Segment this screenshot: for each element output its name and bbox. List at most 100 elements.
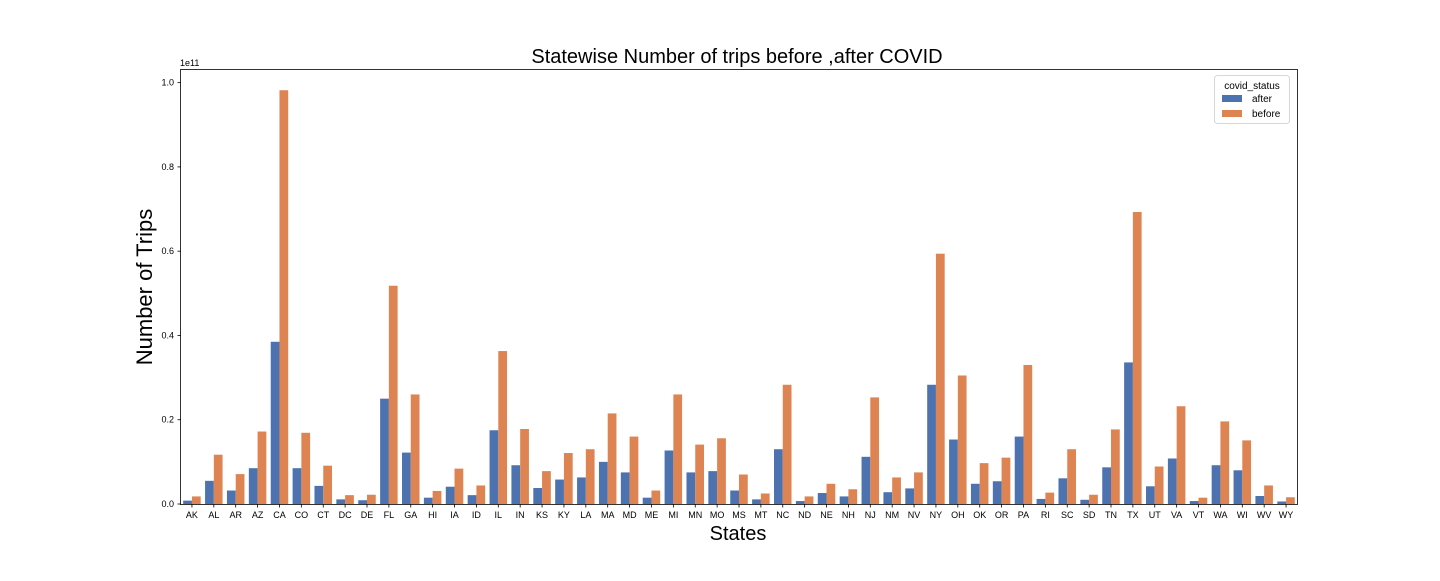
bar-before-NH [848, 489, 858, 504]
bar-before-KY [563, 453, 573, 504]
bar-after-RI [1036, 498, 1046, 504]
legend-swatch-after [1222, 95, 1242, 102]
bar-after-HI [423, 497, 433, 504]
bar-before-MD [629, 436, 639, 504]
x-tick-label: WA [1213, 510, 1227, 520]
bar-after-MO [708, 471, 718, 504]
bar-after-WA [1211, 465, 1221, 504]
legend-swatch-before [1222, 110, 1242, 117]
chart-title: Statewise Number of trips before ,after … [531, 46, 942, 68]
bar-before-WI [1242, 440, 1252, 504]
x-tick-label: TN [1105, 510, 1117, 520]
x-tick-label: HI [428, 510, 437, 520]
bar-before-MS [739, 474, 748, 504]
bar-before-MO [717, 438, 726, 504]
x-tick-label: MA [601, 510, 615, 520]
x-tick-label: WY [1279, 510, 1294, 520]
bar-before-FL [388, 285, 398, 504]
bar-before-DE [367, 494, 376, 504]
bar-after-MI [664, 450, 674, 504]
bar-after-MN [686, 472, 696, 504]
bar-before-NC [782, 384, 792, 504]
bar-before-WY [1286, 497, 1295, 504]
bar-after-KY [555, 479, 564, 504]
bar-before-NE [826, 483, 836, 504]
bar-after-DE [358, 500, 367, 504]
bar-after-LA [577, 477, 586, 504]
x-axis-label: States [710, 523, 767, 545]
bar-after-TN [1102, 467, 1111, 504]
bar-before-MI [673, 394, 683, 504]
x-tick-label: AK [186, 510, 198, 520]
bar-after-DC [336, 499, 346, 504]
x-tick-label: MT [754, 510, 767, 520]
x-tick-label: UT [1149, 510, 1161, 520]
x-tick-label: LA [580, 510, 591, 520]
bar-before-CA [279, 90, 289, 504]
bar-after-MA [598, 461, 608, 504]
x-tick-label: NY [930, 510, 943, 520]
x-tick-label: ND [798, 510, 811, 520]
x-ticks: AK AL AR AZ CA CO CT DC DE FL GA HI IA ID IL IN KS KY LA MA… [186, 504, 1293, 520]
bar-before-VA [1176, 406, 1186, 504]
bar-after-SD [1080, 499, 1090, 504]
x-tick-label: AR [229, 510, 242, 520]
bar-after-TX [1124, 362, 1133, 504]
bar-after-CO [292, 468, 302, 504]
x-tick-label: AZ [252, 510, 264, 520]
bar-after-MS [730, 490, 739, 504]
bar-before-NM [892, 477, 901, 504]
bar-before-AR [235, 474, 245, 504]
bar-after-CA [270, 341, 280, 504]
bar-before-NJ [870, 397, 880, 504]
bar-after-WV [1255, 495, 1265, 504]
bar-after-VT [1189, 501, 1199, 504]
x-tick-label: KS [536, 510, 548, 520]
bar-before-GA [410, 394, 420, 504]
bar-before-MT [760, 493, 770, 504]
x-tick-label: NC [776, 510, 789, 520]
y-tick-label: 0.4 [161, 330, 174, 340]
x-tick-label: NH [842, 510, 855, 520]
bar-before-TX [1132, 212, 1142, 504]
x-tick-label: VT [1193, 510, 1205, 520]
bar-before-IA [454, 468, 464, 504]
bar-before-NV [914, 472, 923, 504]
bar-before-WA [1220, 421, 1230, 504]
bar-before-IL [498, 351, 508, 504]
bar-after-NY [927, 384, 936, 504]
x-tick-label: RI [1041, 510, 1050, 520]
bar-after-ME [642, 497, 652, 504]
y-axis-label: Number of Trips [132, 209, 157, 366]
x-tick-label: ME [645, 510, 659, 520]
x-tick-label: FL [384, 510, 395, 520]
bar-after-MD [620, 472, 630, 504]
bar-before-HI [432, 490, 442, 504]
legend-label-after: after [1252, 94, 1273, 105]
y-tick-label: 1.0 [161, 78, 174, 88]
bar-before-LA [585, 449, 595, 504]
x-tick-label: CA [273, 510, 286, 520]
bar-after-NV [905, 488, 915, 504]
x-tick-label: WI [1237, 510, 1248, 520]
bar-after-IN [511, 465, 521, 504]
bar-after-NH [839, 496, 849, 504]
bar-before-IN [520, 429, 529, 504]
x-tick-label: NJ [865, 510, 876, 520]
bar-after-NE [817, 493, 827, 504]
bar-after-OH [949, 439, 958, 504]
x-tick-label: SC [1061, 510, 1074, 520]
x-tick-label: SD [1083, 510, 1096, 520]
x-tick-label: GA [404, 510, 417, 520]
bar-after-KS [533, 487, 543, 504]
bar-before-DC [345, 495, 354, 504]
bar-after-NJ [861, 456, 871, 504]
bar-after-WI [1233, 470, 1243, 504]
bar-before-OR [1001, 457, 1011, 504]
bar-before-RI [1045, 492, 1055, 504]
bar-before-ND [804, 496, 814, 504]
x-tick-label: IN [516, 510, 525, 520]
x-tick-label: TX [1127, 510, 1139, 520]
bar-before-MN [695, 444, 704, 504]
